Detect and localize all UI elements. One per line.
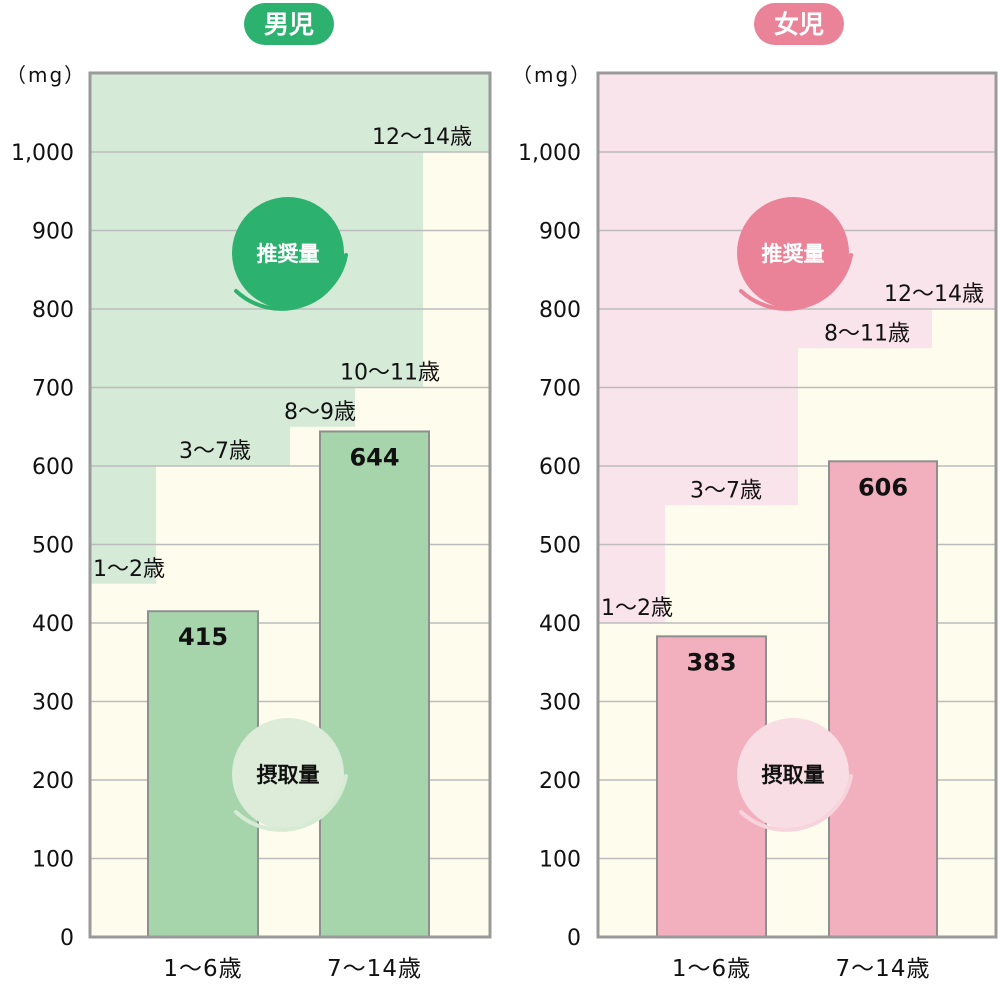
girl-y-tick: 900 (539, 220, 581, 245)
boy-step-label: 12～14歳 (372, 125, 472, 150)
girl-y-tick: 200 (539, 769, 581, 794)
girl-intake-arc (739, 774, 853, 832)
boy-intake-arc (234, 774, 348, 832)
girl-title: 女児 (774, 10, 824, 39)
girl-recommended-arc (739, 253, 853, 311)
girl-y-tick: 400 (539, 612, 581, 637)
girl-y-unit: （mg） (512, 63, 592, 87)
girl-y-tick: 500 (539, 534, 581, 559)
boy-bar-value: 415 (178, 623, 228, 651)
boy-title: 男児 (264, 10, 314, 39)
girl-y-tick: 100 (539, 848, 581, 873)
boy-step-label: 1～2歳 (93, 557, 165, 582)
girl-step-label: 3～7歳 (690, 478, 762, 503)
girl-y-tick: 600 (539, 455, 581, 480)
boy-recommended-label: 推奨量 (257, 242, 320, 266)
boy-y-unit: （mg） (6, 63, 86, 87)
boy-recommended-badge (232, 197, 344, 309)
boy-bar (319, 430, 430, 938)
girl-step-label: 12～14歳 (884, 282, 984, 307)
boy-y-tick: 700 (32, 377, 74, 402)
boy-y-tick: 100 (32, 848, 74, 873)
boy-y-tick: 300 (32, 691, 74, 716)
boy-y-tick: 800 (32, 298, 74, 323)
girl-frame (596, 71, 998, 939)
boy-recommended-arc (234, 253, 348, 311)
girl-step-label: 8～11歳 (824, 321, 910, 346)
boy-step-label: 3～7歳 (179, 439, 251, 464)
boy-y-tick: 600 (32, 455, 74, 480)
boy-panel: 男児 0 100 200 300 400 500 600 700 800 900 1,000 （mg） 1… (6, 3, 492, 982)
girl-bar-value: 606 (858, 473, 908, 501)
boy-x-category: 1～6歳 (163, 956, 242, 982)
girl-y-tick: 0 (567, 926, 581, 951)
boy-y-tick: 200 (32, 769, 74, 794)
boy-y-tick: 0 (60, 926, 74, 951)
girl-step-label: 1～2歳 (601, 596, 673, 621)
girl-y-tick: 1,000 (518, 141, 581, 166)
girl-y-tick: 700 (539, 377, 581, 402)
girl-intake-badge (737, 718, 849, 830)
boy-y-tick: 1,000 (11, 141, 74, 166)
girl-bar-value: 383 (686, 648, 736, 676)
boy-step-area (90, 583, 156, 937)
girl-recommended-badge (737, 197, 849, 309)
girl-title-pill (754, 3, 844, 45)
girl-x-category: 1～6歳 (672, 956, 751, 982)
girl-y-tick: 800 (539, 298, 581, 323)
boy-title-pill (244, 3, 334, 45)
girl-recommended-label: 推奨量 (762, 242, 825, 266)
girl-bar (828, 460, 938, 938)
girl-y-tick: 300 (539, 691, 581, 716)
boy-frame (88, 71, 492, 939)
boy-y-tick: 400 (32, 612, 74, 637)
boy-bar-value: 644 (349, 443, 399, 471)
girl-panel: 女児 0 100 200 300 400 500 600 700 800 900 1,000 （mg） 1… (512, 3, 998, 982)
girl-x-category: 7～14歳 (836, 956, 931, 982)
boy-step-label: 8～9歳 (284, 400, 356, 425)
boy-x-category: 7～14歳 (327, 956, 422, 982)
boy-intake-badge (232, 718, 344, 830)
boy-y-tick: 900 (32, 220, 74, 245)
girl-intake-label: 摂取量 (762, 763, 825, 787)
boy-step-label: 10～11歳 (340, 361, 440, 386)
boy-intake-label: 摂取量 (257, 763, 320, 787)
boy-y-tick: 500 (32, 534, 74, 559)
